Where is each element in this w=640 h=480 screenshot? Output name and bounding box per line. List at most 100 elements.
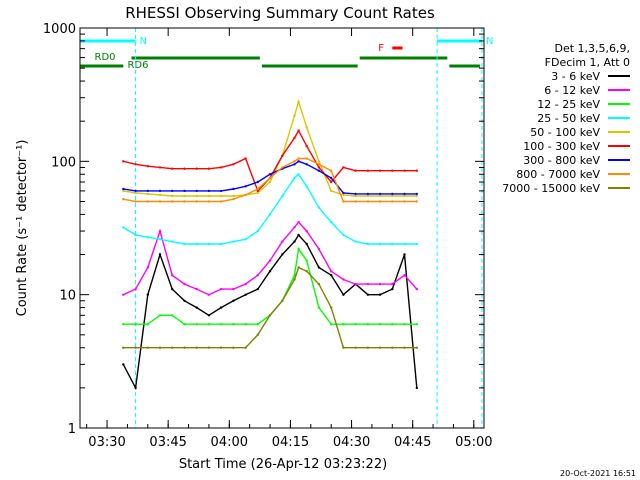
series-point-2-5 [183,323,186,326]
series-point-5-8 [219,166,223,169]
series-point-8-12 [268,314,272,317]
series-point-5-21 [366,169,370,172]
series-point-3-22 [378,242,382,246]
series-point-4-16 [305,126,308,129]
series-point-1-1 [134,287,137,291]
series-point-5-17 [317,166,321,169]
series-point-4-25 [415,194,418,198]
flag-label-1: N [486,36,493,47]
series-point-3-15 [297,173,300,176]
series-group [122,99,418,391]
series-point-7-4 [171,200,174,203]
series-point-0-4 [171,287,174,291]
series-line-8 [123,266,417,349]
series-point-1-15 [297,220,300,224]
series-point-3-18 [330,220,333,224]
series-point-1-17 [317,247,321,251]
series-point-3-7 [207,242,211,246]
series-point-1-7 [207,293,211,296]
series-point-1-24 [403,274,406,277]
series-point-1-4 [171,274,174,277]
series-point-2-22 [378,323,382,326]
series-point-2-18 [330,323,333,326]
series-point-8-11 [256,333,259,336]
series-point-5-22 [378,169,382,172]
series-point-2-2 [146,323,149,326]
series-point-8-7 [207,346,211,349]
series-point-2-7 [207,323,211,326]
series-point-6-7 [207,189,211,193]
series-point-4-1 [134,191,137,195]
series-point-5-23 [391,169,394,172]
series-point-3-19 [342,233,345,237]
series-point-0-14 [293,240,296,243]
x-tick-label: 05:00 [455,435,492,450]
series-point-3-24 [403,242,406,246]
series-point-0-16 [305,242,308,246]
series-point-8-20 [354,346,357,349]
series-point-4-22 [378,194,382,198]
series-point-4-0 [122,189,125,193]
series-point-6-6 [195,189,198,193]
series-point-7-21 [366,200,370,203]
series-point-6-24 [403,192,406,196]
series-line-1 [123,221,418,296]
series-point-8-0 [122,346,125,349]
series-point-4-12 [268,180,272,184]
series-point-3-17 [317,206,321,209]
series-point-2-19 [342,323,345,326]
y-tick-label: 1 [68,422,76,437]
series-point-3-5 [183,242,186,246]
series-point-1-9 [232,287,235,291]
series-point-1-13 [281,240,284,243]
series-point-5-24 [403,169,406,172]
series-point-7-1 [134,200,137,203]
series-point-3-13 [281,194,284,198]
series-point-5-4 [171,167,174,170]
series-point-3-12 [268,213,272,216]
series-point-6-16 [305,163,308,166]
series-point-8-19 [342,346,345,349]
series-point-1-3 [158,229,162,233]
legend-label-6: 300 - 800 keV [523,154,600,167]
series-point-0-17 [317,266,321,269]
series-point-3-21 [366,242,370,246]
series-point-6-0 [122,187,125,191]
flag-label-0: N [140,36,147,47]
series-point-5-3 [158,166,162,169]
series-point-4-3 [158,193,162,197]
series-point-6-25 [415,192,418,196]
x-tick-label: 03:45 [149,435,186,450]
series-point-6-19 [342,191,345,195]
legend-label-4: 50 - 100 keV [530,126,600,139]
series-point-7-20 [354,200,357,203]
series-point-7-14 [293,160,296,163]
series-point-8-16 [305,270,308,273]
series-point-1-20 [354,282,357,286]
series-point-8-18 [330,306,333,309]
series-point-0-0 [122,363,125,366]
series-point-2-0 [122,323,125,326]
y-tick-label: 1000 [43,22,76,37]
flag-label-4: RD6 [127,60,148,71]
series-line-4 [123,99,417,197]
series-point-0-15 [297,233,300,237]
series-point-2-9 [232,323,235,326]
series-point-8-2 [146,346,149,349]
axes: 03:30 03:45 04:00 04:15 04:30 04:45 05:00 1 10 10… [43,22,493,450]
series-point-4-11 [256,191,259,195]
series-point-4-23 [391,194,394,198]
series-point-2-15 [297,247,300,251]
series-point-3-20 [354,240,357,243]
series-point-7-22 [378,200,382,203]
series-point-5-14 [293,136,296,140]
series-point-6-14 [293,163,296,166]
series-point-6-11 [256,180,259,184]
series-point-1-6 [195,287,198,291]
series-point-2-16 [305,259,308,262]
series-point-7-2 [146,200,149,203]
series-point-0-13 [281,253,284,256]
series-point-3-4 [171,240,174,243]
